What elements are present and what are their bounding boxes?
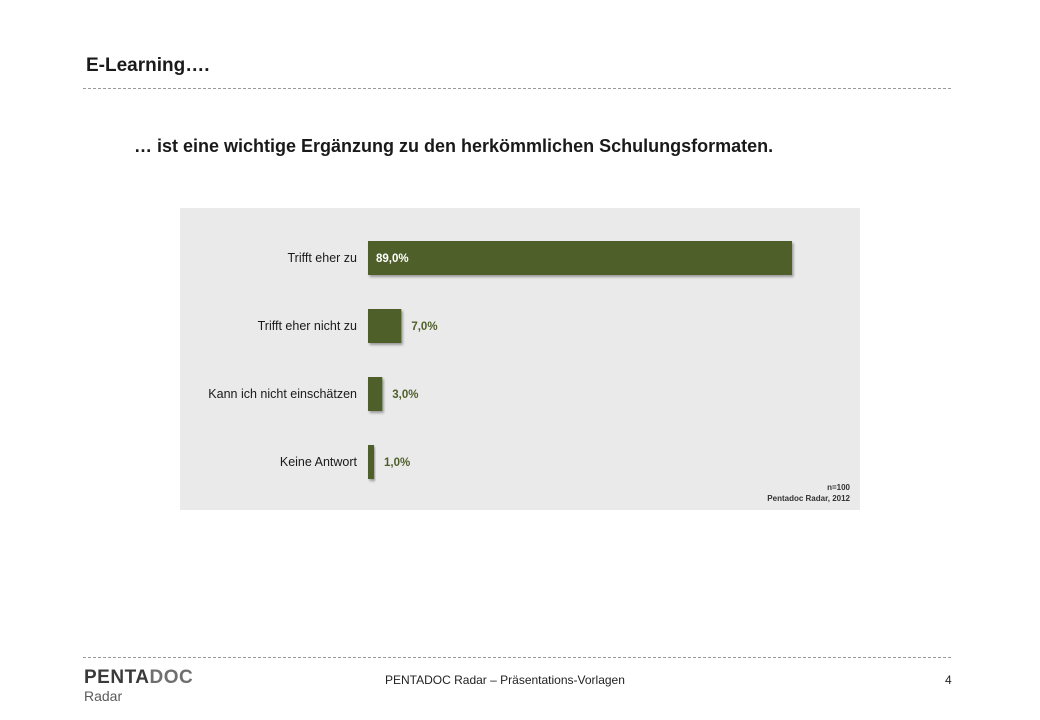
bar	[368, 241, 792, 275]
page-title: E-Learning….	[86, 55, 210, 76]
value-label: 1,0%	[384, 457, 410, 469]
category-label: Keine Antwort	[280, 455, 358, 469]
statement-text: … ist eine wichtige Ergänzung zu den her…	[134, 136, 774, 156]
category-label: Trifft eher zu	[288, 251, 358, 265]
footer-divider	[83, 657, 951, 658]
bar	[368, 445, 374, 479]
value-label: 7,0%	[411, 321, 437, 333]
page-number: 4	[945, 673, 952, 687]
bar	[368, 377, 383, 411]
logo-part2: DOC	[149, 667, 194, 688]
pentadoc-logo: PENTADOC	[84, 667, 193, 689]
value-label: 89,0%	[376, 253, 409, 265]
chart-panel: Trifft eher zu 89,0% Trifft eher nicht zu 7…	[180, 208, 860, 510]
header-divider	[83, 88, 951, 89]
value-label: 3,0%	[392, 389, 418, 401]
source-note: Pentadoc Radar, 2012	[767, 494, 850, 503]
sample-size-note: n=100	[827, 483, 850, 492]
logo-subtitle: Radar	[84, 688, 123, 704]
category-label: Kann ich nicht einschätzen	[208, 387, 357, 401]
logo-part1: PENTA	[84, 667, 150, 688]
category-label: Trifft eher nicht zu	[258, 319, 357, 333]
bar	[368, 309, 402, 343]
footer-caption: PENTADOC Radar – Präsentations-Vorlagen	[385, 673, 625, 687]
bar-chart: Trifft eher zu 89,0% Trifft eher nicht zu 7…	[208, 241, 792, 479]
